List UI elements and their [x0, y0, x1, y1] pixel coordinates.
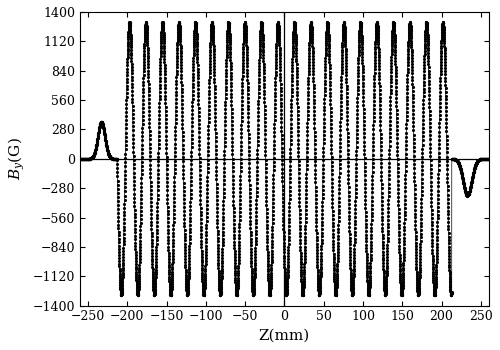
Y-axis label: $B_y$(G): $B_y$(G) [7, 138, 27, 180]
X-axis label: Z(mm): Z(mm) [259, 329, 310, 343]
